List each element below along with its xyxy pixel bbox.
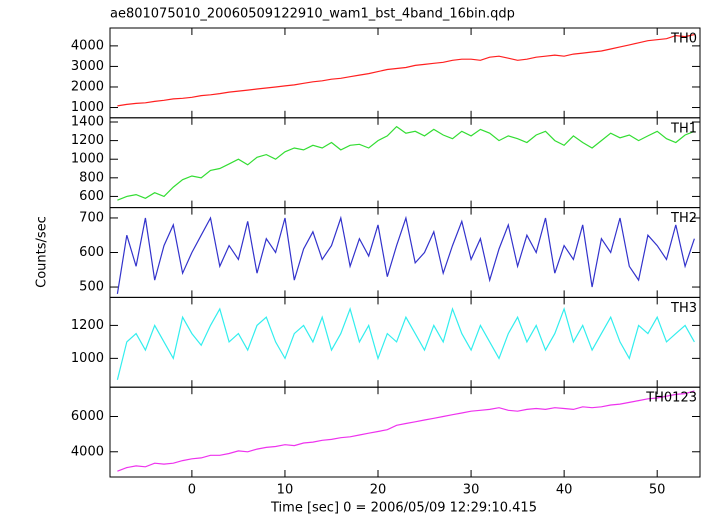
y-tick-label: 1000	[71, 351, 104, 366]
y-tick-label: 4000	[71, 444, 104, 459]
data-line	[117, 34, 695, 107]
series-label: TH0	[670, 32, 697, 47]
series-label: TH3	[670, 301, 697, 316]
x-tick-label: 40	[556, 483, 573, 498]
y-tick-label: 3000	[71, 59, 104, 74]
chart-title: ae801075010_20060509122910_wam1_bst_4ban…	[110, 7, 515, 22]
series-label: TH2	[670, 211, 697, 226]
data-line	[117, 390, 695, 472]
y-tick-label: 1400	[71, 114, 104, 129]
data-line	[116, 306, 695, 380]
y-tick-label: 600	[79, 245, 104, 260]
y-tick-label: 700	[79, 210, 104, 225]
panel-frame	[109, 27, 701, 119]
series-label: TH0123	[645, 391, 697, 406]
y-tick-label: 1000	[71, 152, 104, 167]
data-line	[117, 125, 695, 201]
y-tick-label: 800	[79, 170, 104, 185]
data-line	[116, 215, 695, 294]
panel-frame	[109, 117, 701, 209]
y-tick-label: 6000	[71, 409, 104, 424]
x-tick-label: 20	[370, 483, 387, 498]
y-axis-label: Counts/sec	[35, 216, 50, 288]
x-tick-label: 0	[188, 483, 196, 498]
x-tick-label: 30	[463, 483, 480, 498]
x-axis-label: Time [sec] 0 = 2006/05/09 12:29:10.415	[270, 501, 537, 516]
x-tick-label: 10	[277, 483, 294, 498]
y-tick-label: 1000	[71, 100, 104, 115]
y-tick-label: 1200	[71, 318, 104, 333]
panel-frame	[109, 386, 701, 478]
x-tick-label: 50	[649, 483, 666, 498]
y-tick-label: 500	[79, 280, 104, 295]
y-tick-label: 600	[79, 189, 104, 204]
y-tick-label: 1200	[71, 133, 104, 148]
y-tick-label: 4000	[71, 38, 104, 53]
y-tick-label: 2000	[71, 79, 104, 94]
series-label: TH1	[670, 121, 697, 136]
